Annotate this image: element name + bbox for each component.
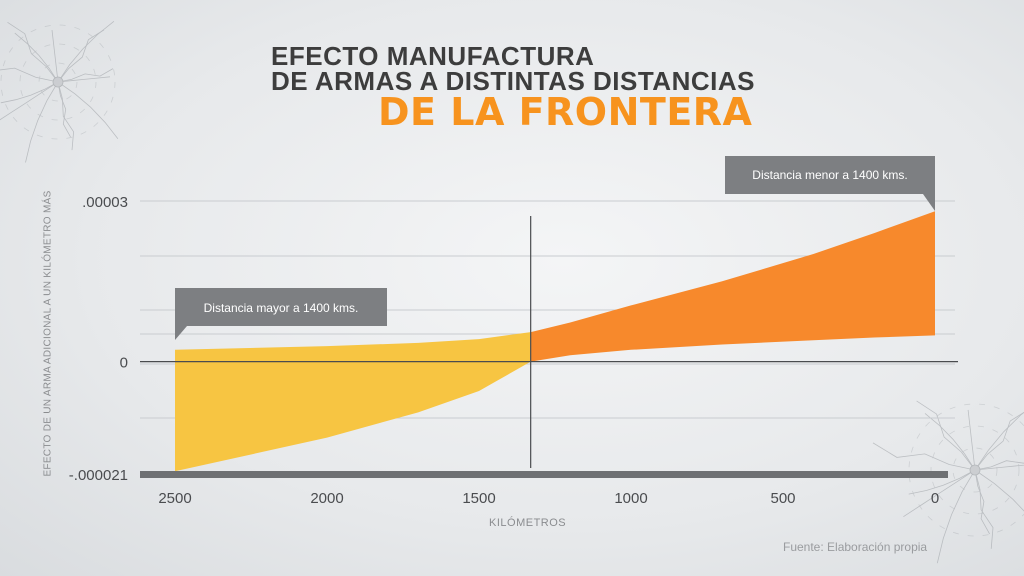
chart-axes [140,216,958,478]
crack-line [57,29,105,83]
crack-line [25,81,59,163]
bullet-hole [52,76,64,88]
crack-line [903,469,976,518]
crack-line [872,442,976,471]
crack-ring [930,425,1020,515]
callout-box-right [725,156,935,211]
bullet-hole [969,464,981,476]
crack-line [908,469,976,495]
y-tick-label: -.000021 [69,467,128,484]
y-tick-label: 0 [120,355,128,372]
x-tick-label: 1000 [614,490,647,507]
x-tick-label: 2000 [310,490,343,507]
crack-line [974,469,994,549]
chart-annotations: Distancia mayor a 1400 kms. Distancia men… [175,156,935,340]
source-note: Fuente: Elaboración propia [783,540,928,554]
crack-line [57,81,75,151]
x-axis-bar [140,471,948,478]
x-tick-label: 2500 [158,490,191,507]
chart-title-line-1: EFECTO MANUFACTURA [271,41,595,71]
crack-ring [908,403,1024,537]
crack-line [57,76,111,83]
crack-line [974,469,1024,512]
area-series-2 [530,211,935,362]
x-tick-label: 1500 [462,490,495,507]
crack-line [51,30,59,83]
callout-box-left [175,288,387,340]
callout-text-right: Distancia menor a 1400 kms. [752,168,907,182]
crack-line [916,400,976,471]
crack-line [967,409,976,471]
crack-ring [38,62,78,102]
callout-text-left: Distancia mayor a 1400 kms. [204,301,359,315]
crack-line [974,411,1024,471]
chart-areas [175,211,935,472]
crack-line [974,411,1024,471]
chart-title-line-3: DE LA FRONTERA [378,90,753,134]
crack-ring [0,24,116,140]
crack-ring [19,43,97,121]
x-tick-label: 0 [931,490,939,507]
cracked-glass-decoration [0,20,1024,564]
crack-top-left [0,20,119,163]
crack-line [14,32,59,83]
crack-line [0,81,59,121]
crack-line [0,81,59,104]
crack-line [57,68,114,83]
crack-line [974,460,1024,471]
crack-line [57,81,71,138]
crack-line [924,413,976,471]
y-axis-label: EFECTO DE UN ARMA ADICIONAL A UN KILÓMET… [42,190,54,477]
crack-line [7,21,59,83]
chart-tick-labels: 2500 2000 1500 1000 500 0 .00003 0 -.000021 [69,194,939,507]
crack-line [0,67,59,83]
x-tick-label: 500 [770,490,795,507]
crack-line [974,469,990,535]
crack-line [57,81,119,139]
y-tick-label: .00003 [82,194,128,211]
chart-title-line-2: DE ARMAS A DISTINTAS DISTANCIAS [271,66,755,96]
crack-bottom-right [872,400,1024,564]
crack-ring [952,447,998,493]
crack-line [974,464,1024,471]
area-series-1 [175,332,531,472]
crack-line [936,469,976,564]
x-axis-label: KILÓMETROS [489,517,567,529]
